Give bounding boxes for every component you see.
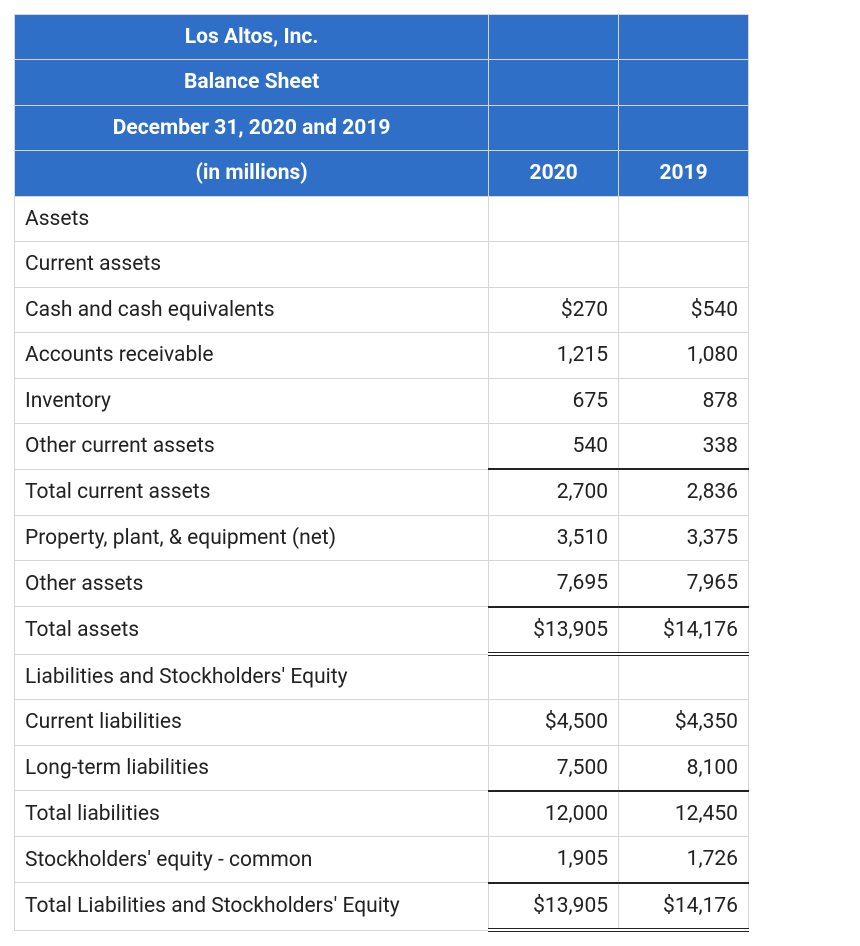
header-title: Balance Sheet: [15, 60, 489, 105]
row-label: Total current assets: [15, 469, 489, 515]
table-row: Total Liabilities and Stockholders' Equi…: [15, 883, 749, 930]
row-label: Total liabilities: [15, 791, 489, 837]
value-2020: 2,700: [489, 469, 619, 515]
header-company: Los Altos, Inc.: [15, 15, 489, 60]
value-2020: 540: [489, 423, 619, 469]
value-2019: 338: [619, 423, 749, 469]
value-2019: 1,726: [619, 837, 749, 883]
column-header-2020: 2020: [489, 151, 619, 196]
value-2019: [619, 196, 749, 241]
row-label: Total assets: [15, 607, 489, 654]
header-blank-4: [619, 60, 749, 105]
value-2020: 3,510: [489, 515, 619, 560]
table-row: Current assets: [15, 242, 749, 287]
column-header-2019: 2019: [619, 151, 749, 196]
row-label: Property, plant, & equipment (net): [15, 515, 489, 560]
value-2020: $13,905: [489, 883, 619, 930]
value-2019: $540: [619, 287, 749, 332]
table-row: Other assets7,6957,965: [15, 561, 749, 607]
value-2020: 12,000: [489, 791, 619, 837]
header-blank-1: [489, 15, 619, 60]
header-dateline: December 31, 2020 and 2019: [15, 105, 489, 150]
value-2019: $14,176: [619, 883, 749, 930]
table-row: Total liabilities12,00012,450: [15, 791, 749, 837]
row-label: Accounts receivable: [15, 333, 489, 378]
value-2019: 3,375: [619, 515, 749, 560]
row-label: Total Liabilities and Stockholders' Equi…: [15, 883, 489, 930]
value-2019: 1,080: [619, 333, 749, 378]
value-2020: 7,500: [489, 745, 619, 791]
row-label: Other assets: [15, 561, 489, 607]
header-blank-5: [489, 105, 619, 150]
row-label: Long-term liabilities: [15, 745, 489, 791]
value-2019: 8,100: [619, 745, 749, 791]
table-header: Los Altos, Inc. Balance Sheet December 3…: [15, 15, 749, 197]
value-2020: [489, 196, 619, 241]
header-blank-2: [619, 15, 749, 60]
header-blank-3: [489, 60, 619, 105]
row-label: Cash and cash equivalents: [15, 287, 489, 332]
row-label: Other current assets: [15, 423, 489, 469]
table-row: Other current assets540338: [15, 423, 749, 469]
value-2019: [619, 242, 749, 287]
header-unit-note: (in millions): [15, 151, 489, 196]
value-2019: 878: [619, 378, 749, 423]
value-2020: $13,905: [489, 607, 619, 654]
table-row: Inventory675878: [15, 378, 749, 423]
row-label: Inventory: [15, 378, 489, 423]
table-row: Accounts receivable1,2151,080: [15, 333, 749, 378]
value-2019: $14,176: [619, 607, 749, 654]
table-row: Current liabilities$4,500$4,350: [15, 700, 749, 745]
balance-sheet-table: Los Altos, Inc. Balance Sheet December 3…: [14, 14, 749, 932]
value-2020: $270: [489, 287, 619, 332]
table-body: AssetsCurrent assetsCash and cash equiva…: [15, 196, 749, 930]
table-row: Total current assets2,7002,836: [15, 469, 749, 515]
table-row: Liabilities and Stockholders' Equity: [15, 654, 749, 699]
value-2019: $4,350: [619, 700, 749, 745]
value-2020: 7,695: [489, 561, 619, 607]
row-label: Assets: [15, 196, 489, 241]
table-row: Long-term liabilities7,5008,100: [15, 745, 749, 791]
table-row: Property, plant, & equipment (net)3,5103…: [15, 515, 749, 560]
header-blank-6: [619, 105, 749, 150]
row-label: Current liabilities: [15, 700, 489, 745]
value-2020: [489, 242, 619, 287]
value-2019: [619, 654, 749, 699]
table-row: Total assets$13,905$14,176: [15, 607, 749, 654]
value-2020: [489, 654, 619, 699]
table-row: Cash and cash equivalents$270$540: [15, 287, 749, 332]
value-2020: $4,500: [489, 700, 619, 745]
table-row: Assets: [15, 196, 749, 241]
row-label: Liabilities and Stockholders' Equity: [15, 654, 489, 699]
value-2020: 1,215: [489, 333, 619, 378]
value-2019: 12,450: [619, 791, 749, 837]
value-2020: 1,905: [489, 837, 619, 883]
row-label: Stockholders' equity - common: [15, 837, 489, 883]
row-label: Current assets: [15, 242, 489, 287]
table-row: Stockholders' equity - common1,9051,726: [15, 837, 749, 883]
value-2019: 2,836: [619, 469, 749, 515]
value-2019: 7,965: [619, 561, 749, 607]
value-2020: 675: [489, 378, 619, 423]
